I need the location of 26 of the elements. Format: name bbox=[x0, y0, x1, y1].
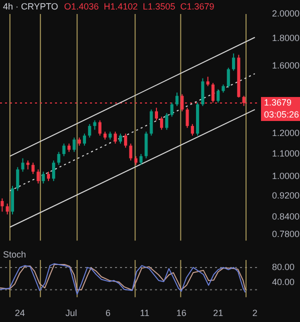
y-tick-label: 1.0000 bbox=[272, 170, 300, 181]
x-tick-label: 2 bbox=[252, 308, 258, 318]
y-tick-label: 1.6000 bbox=[272, 60, 300, 71]
annotation: 03:05:26 bbox=[264, 109, 300, 120]
x-tick-label: 11 bbox=[140, 308, 150, 318]
y-tick-label: 40.00 bbox=[272, 276, 295, 287]
text: H1.4102 bbox=[104, 1, 138, 12]
text: C1.3679 bbox=[180, 1, 214, 12]
y-tick-label: 1.2000 bbox=[272, 128, 300, 138]
text: O1.4036 bbox=[64, 1, 99, 12]
ref-line-label: 1.3679 bbox=[264, 97, 292, 108]
y-tick-label: 2.0000 bbox=[272, 8, 300, 18]
y-tick-label: 1.8000 bbox=[272, 33, 300, 44]
text: Stoch bbox=[3, 249, 26, 260]
x-tick-label: 21 bbox=[213, 308, 224, 318]
y-tick-label: 0.9200 bbox=[272, 190, 300, 200]
x-tick-label: 6 bbox=[105, 308, 110, 318]
y-tick-label: 80.00 bbox=[272, 262, 295, 272]
x-tick-label: Jul bbox=[65, 308, 77, 318]
y-tick-label: 1.1000 bbox=[272, 148, 300, 158]
y-tick-label: 0.8400 bbox=[272, 212, 300, 222]
x-tick-label: 16 bbox=[176, 308, 186, 318]
x-tick-label: 24 bbox=[14, 308, 25, 318]
text: L1.3505 bbox=[142, 1, 176, 12]
chart-title: 4h · CRYPTO bbox=[3, 1, 58, 12]
y-tick-label: 0.7800 bbox=[272, 229, 300, 239]
